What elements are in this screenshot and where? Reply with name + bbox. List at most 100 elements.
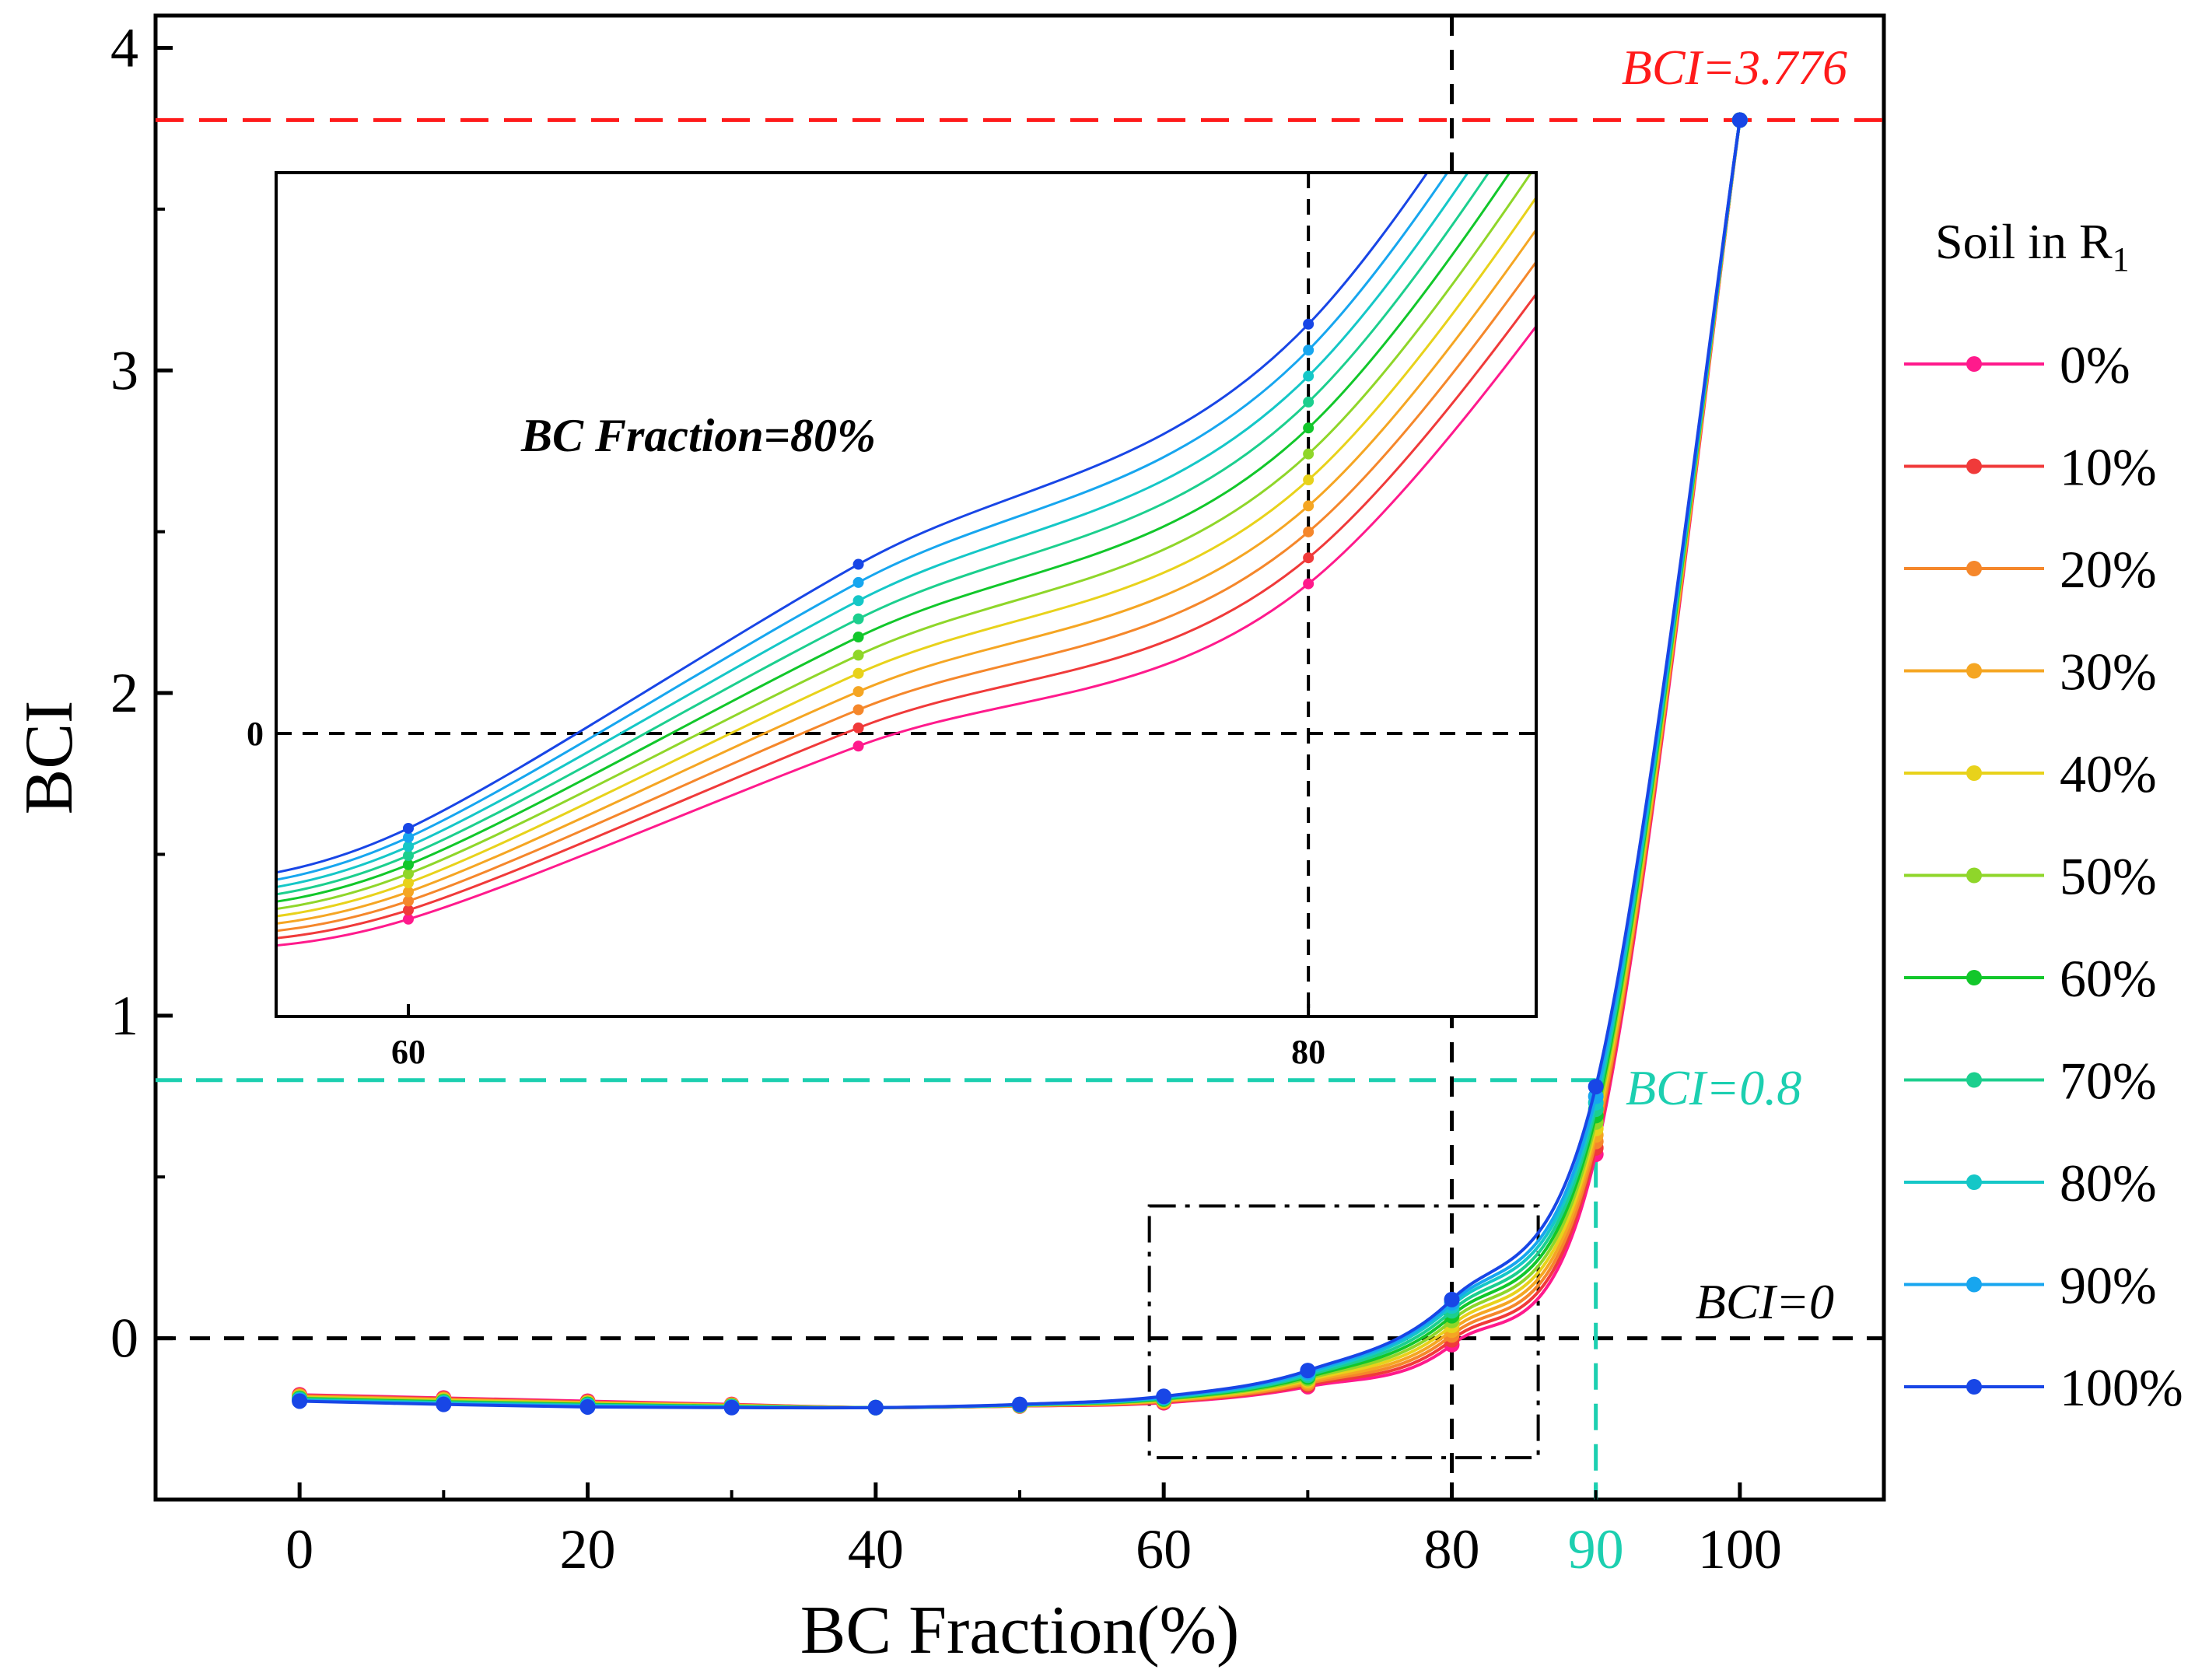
inset-title: BC Fraction=80%	[520, 410, 876, 461]
x-tick-label-6: 100	[1698, 1518, 1782, 1580]
inset-series-9-point-1	[403, 831, 414, 843]
inset-x-tick-label-1: 80	[1291, 1033, 1325, 1071]
series-10-point-5	[1012, 1396, 1027, 1412]
legend-title-text: Soil in R	[1935, 214, 2113, 269]
legend-marker-6	[1966, 970, 1982, 985]
legend-label-5: 50%	[2060, 847, 2157, 906]
inset-panel: 60 80 0 BC Fraction=80%	[247, 171, 1538, 1071]
inset-series-4-point-1	[403, 877, 414, 889]
inset-series-1-point-2	[852, 722, 864, 733]
series-10-point-1	[436, 1396, 452, 1412]
y-tick-label-4: 4	[110, 16, 138, 79]
legend-label-1: 10%	[2060, 438, 2157, 497]
legend-label-8: 80%	[2060, 1153, 2157, 1213]
series-10-point-7	[1300, 1363, 1316, 1379]
legend-label-3: 30%	[2060, 642, 2157, 702]
inset-series-0-point-3	[1303, 578, 1315, 590]
inset-series-0-point-1	[403, 913, 414, 925]
inset-series-3-point-2	[852, 686, 864, 698]
legend-marker-5	[1966, 867, 1982, 884]
y-axis-ticks: 0 1 2 3 4	[110, 16, 173, 1501]
series-10-point-0	[292, 1393, 308, 1409]
inset-series-10-point-2	[852, 558, 864, 570]
inset-series-10-point-1	[403, 822, 414, 834]
inset-series-4-point-2	[852, 667, 864, 679]
inset-series-6-point-2	[852, 632, 864, 643]
y-tick-label-1: 1	[110, 985, 138, 1047]
inset-series-3-point-1	[403, 886, 414, 898]
inset-series-7-point-3	[1303, 396, 1315, 408]
inset-series-4-point-3	[1303, 474, 1315, 486]
inset-series-line-6	[276, 173, 1511, 903]
series-10-point-9	[1588, 1079, 1604, 1095]
inset-series-5-point-3	[1303, 448, 1315, 460]
inset-series-line-5	[276, 173, 1533, 911]
legend-marker-2	[1966, 561, 1982, 576]
x-tick-label-0: 0	[285, 1518, 313, 1580]
x-tick-label-2: 40	[848, 1518, 904, 1580]
y-tick-label-2: 2	[110, 662, 138, 724]
legend-label-4: 40%	[2060, 744, 2157, 803]
inset-series-1-point-3	[1303, 552, 1315, 564]
inset-series-9-point-2	[852, 576, 864, 588]
series-layer	[292, 112, 1748, 1416]
y-axis-label: BCI	[12, 701, 87, 815]
legend-marker-4	[1966, 765, 1982, 781]
inset-series-line-2	[276, 260, 1536, 933]
legend-marker-8	[1966, 1174, 1982, 1190]
inset-series-8-point-2	[852, 595, 864, 607]
legend-label-10: 100%	[2060, 1358, 2183, 1417]
inset-series-line-9	[276, 173, 1449, 881]
inset-series-3-point-3	[1303, 500, 1315, 512]
inset-series-line-10	[276, 173, 1429, 874]
x-tick-label-5: 90	[1568, 1518, 1624, 1580]
legend-label-0: 0%	[2060, 335, 2130, 394]
series-10-point-10	[1731, 112, 1748, 128]
x-axis-ticks: 0 20 40 60 80 90 100	[285, 1482, 1782, 1580]
inset-series-6-point-1	[403, 859, 414, 870]
x-tick-label-4: 80	[1424, 1518, 1480, 1580]
inset-series-9-point-3	[1303, 345, 1315, 356]
legend-marker-1	[1966, 458, 1982, 474]
y-tick-label-0: 0	[110, 1307, 138, 1370]
x-tick-label-1: 20	[560, 1518, 616, 1580]
y-tick-label-3: 3	[110, 339, 138, 401]
inset-background	[276, 173, 1536, 1017]
legend-title-subscript: 1	[2113, 240, 2130, 278]
series-10-point-2	[579, 1398, 596, 1415]
legend-label-6: 60%	[2060, 949, 2157, 1008]
inset-series-line-8	[276, 173, 1469, 888]
inset-series-2-point-1	[403, 895, 414, 907]
legend-label-9: 90%	[2060, 1256, 2157, 1315]
inset-series-1-point-1	[403, 905, 414, 916]
legend-label-7: 70%	[2060, 1052, 2157, 1111]
inset-y-tick-label-0: 0	[247, 715, 264, 753]
series-10-point-3	[723, 1399, 740, 1416]
x-axis-label: BC Fraction(%)	[800, 1593, 1240, 1668]
inset-series-5-point-2	[852, 649, 864, 661]
legend-marker-7	[1966, 1072, 1982, 1088]
legend-label-2: 20%	[2060, 540, 2157, 599]
inset-series-line-1	[276, 292, 1536, 940]
legend-marker-3	[1966, 663, 1982, 679]
inset-frame	[275, 171, 1538, 1018]
legend-marker-9	[1966, 1276, 1982, 1293]
series-10-point-8	[1444, 1291, 1460, 1307]
x-tick-label-3: 60	[1136, 1518, 1192, 1580]
inset-series-8-point-1	[403, 841, 414, 852]
legend-title: Soil in R1	[1935, 214, 2130, 278]
legend-marker-10	[1966, 1379, 1982, 1395]
inset-reference-lines	[276, 173, 1536, 1017]
inset-ticks: 60 80 0	[247, 715, 1325, 1071]
inset-series-6-point-3	[1303, 422, 1315, 434]
series-10-point-4	[867, 1399, 884, 1416]
inset-series-10-point-3	[1303, 318, 1315, 330]
inset-series-line-0	[276, 324, 1536, 947]
inset-series-layer	[276, 173, 1536, 947]
legend: Soil in R1 0% 10% 20% 30% 40% 50% 60% 70% 80% 90%…	[1904, 214, 2183, 1417]
ref-label-max: BCI=3.776	[1622, 40, 1847, 95]
inset-series-5-point-1	[403, 868, 414, 880]
inset-series-0-point-2	[852, 740, 864, 752]
series-10-point-6	[1156, 1388, 1172, 1405]
